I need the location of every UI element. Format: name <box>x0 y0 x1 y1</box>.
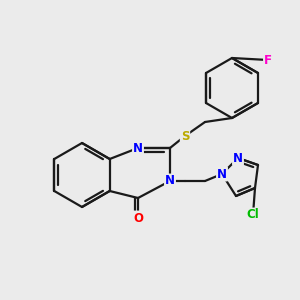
Text: N: N <box>233 152 243 164</box>
Text: N: N <box>133 142 143 154</box>
Text: N: N <box>217 167 227 181</box>
Text: N: N <box>165 175 175 188</box>
Text: F: F <box>264 53 272 67</box>
Text: O: O <box>133 212 143 224</box>
Text: Cl: Cl <box>247 208 260 221</box>
Text: S: S <box>181 130 189 142</box>
